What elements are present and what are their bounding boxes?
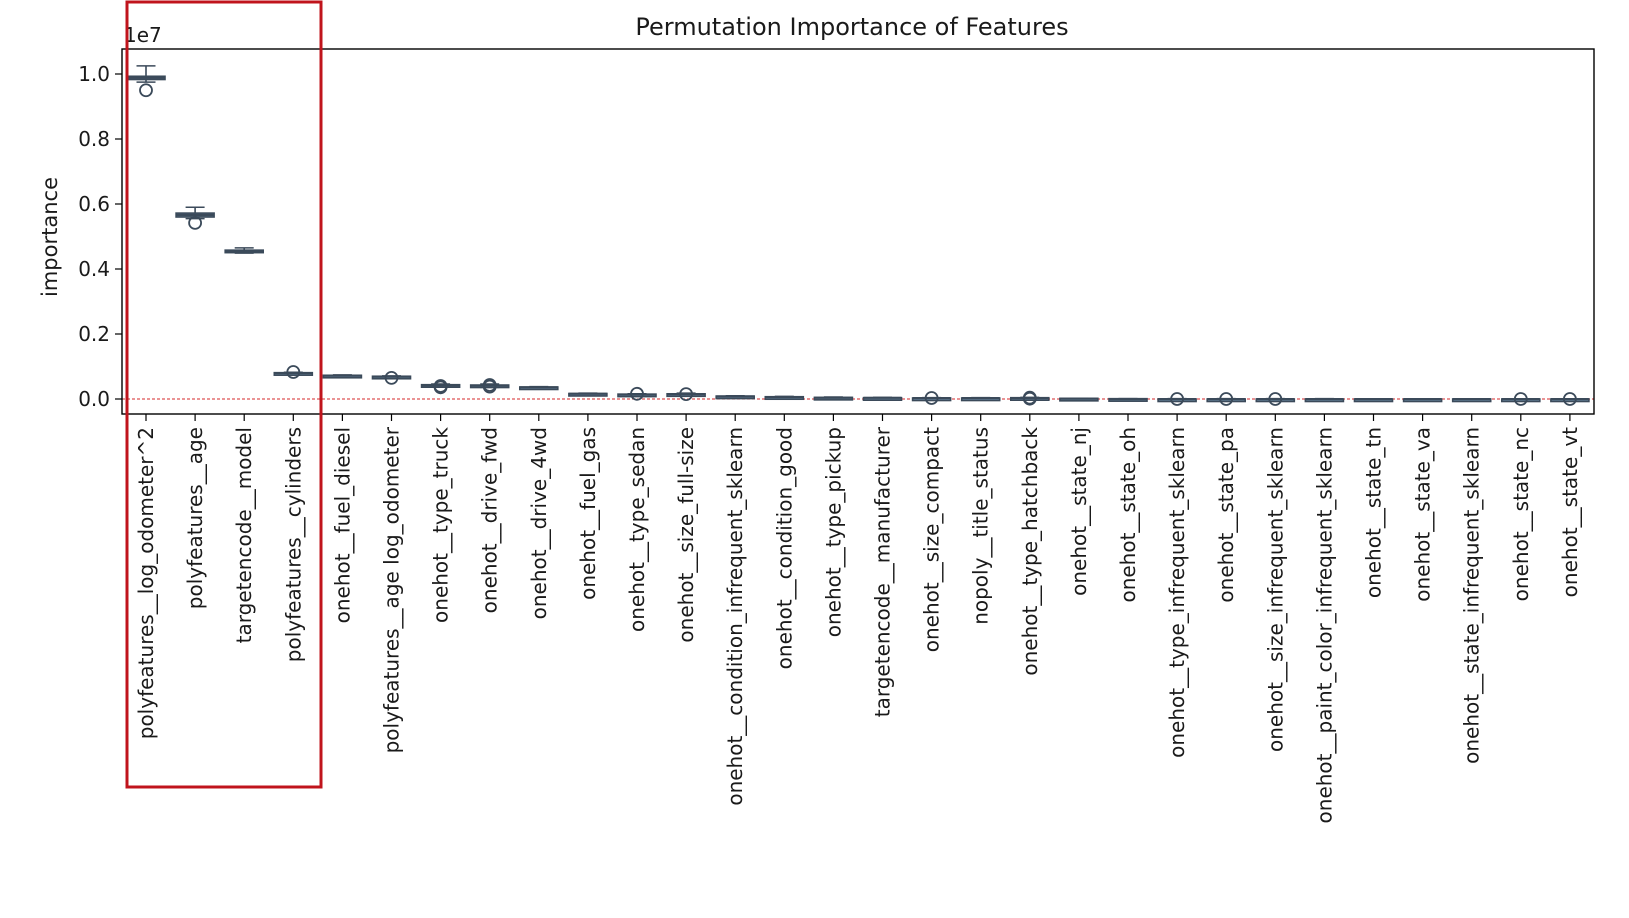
x-tick-label: polyfeatures__age	[183, 427, 207, 609]
flier-point	[1563, 392, 1577, 406]
x-tick-label: onehot__type_sedan	[625, 427, 649, 632]
box-onehot__state_nj	[1059, 397, 1099, 402]
x-tick-label: targetencode__manufacturer	[871, 426, 895, 717]
plot-frame	[121, 48, 1595, 415]
box-onehot__size_compact	[911, 391, 952, 405]
box-onehot__state_va	[1402, 398, 1443, 403]
box-onehot__condition_infrequent_sklearn	[715, 394, 756, 400]
box-polyfeatures__cylinders	[273, 365, 314, 379]
flier-point	[679, 387, 693, 402]
x-tick-label: onehot__state_va	[1411, 427, 1435, 602]
x-tick-label: onehot__state_vt	[1558, 427, 1582, 597]
box-onehot__state_pa	[1206, 392, 1246, 406]
x-tick-label: onehot__state_infrequent_sklearn	[1460, 427, 1484, 764]
box-onehot__paint_color_infrequent_sklearn	[1304, 397, 1345, 403]
flier-point	[384, 370, 399, 385]
box-polyfeatures__age	[175, 206, 215, 230]
box-onehot__type_hatchback	[1009, 390, 1050, 406]
box-onehot__fuel_gas	[568, 392, 608, 397]
x-tick-label: onehot__state_nj	[1067, 427, 1091, 596]
x-tick-label: onehot__type_truck	[429, 427, 453, 623]
flier-point	[1022, 391, 1037, 406]
y-tick-label: 0.2	[78, 322, 110, 346]
flier-point	[630, 386, 644, 401]
flier-point	[1268, 392, 1283, 406]
box-onehot__fuel_diesel	[322, 374, 363, 379]
box-onehot__type_pickup	[813, 396, 854, 401]
y-tick-label: 0.4	[78, 257, 110, 281]
box-polyfeatures__age log_odometer	[371, 370, 412, 385]
y-tick-label: 0.8	[78, 127, 110, 151]
box-onehot__drive_fwd	[469, 378, 510, 394]
y-axis-label: importance	[38, 177, 62, 297]
x-tick-label: onehot__size_full-size	[674, 427, 698, 643]
x-tick-label: onehot__state_oh	[1116, 427, 1140, 603]
y-tick-label: 0.0	[78, 387, 110, 411]
flier-point	[1219, 392, 1234, 406]
box-onehot__state_tn	[1353, 398, 1394, 403]
flier-point	[139, 83, 153, 98]
x-tick-label: onehot__size_infrequent_sklearn	[1263, 427, 1287, 752]
x-tick-label: nopoly__title_status	[969, 427, 993, 625]
x-tick-label: targetencode__model	[232, 427, 256, 643]
box-onehot__type_infrequent_sklearn	[1157, 392, 1197, 406]
box-onehot__type_sedan	[617, 386, 657, 401]
box-onehot__type_truck	[420, 379, 461, 395]
box-onehot__drive_4wd	[518, 385, 559, 391]
flier-point	[433, 380, 448, 395]
chart-title: Permutation Importance of Features	[635, 13, 1068, 41]
box-onehot__state_infrequent_sklearn	[1451, 398, 1492, 403]
flier-point	[482, 379, 497, 394]
box-nopoly__title_status	[960, 396, 1001, 402]
x-tick-label: onehot__condition_infrequent_sklearn	[723, 427, 747, 806]
x-tick-label: polyfeatures__age log_odometer	[380, 426, 404, 753]
boxes-layer	[126, 65, 1590, 406]
x-tick-label: onehot__drive_4wd	[527, 427, 551, 619]
y-axis: 0.0 0.2 0.4 0.6 0.8 1.0	[78, 62, 122, 411]
x-tick-label: onehot__state_nc	[1509, 427, 1533, 601]
box-onehot__state_nc	[1501, 392, 1541, 406]
box-onehot__size_infrequent_sklearn	[1255, 392, 1296, 406]
flier-point	[286, 365, 301, 379]
x-tick-label: onehot__type_infrequent_sklearn	[1165, 427, 1189, 758]
box-targetencode__model	[224, 247, 264, 254]
flier-point	[924, 391, 939, 405]
x-tick-label: onehot__state_pa	[1214, 427, 1238, 603]
flier-point	[1513, 392, 1528, 406]
flier-point	[1170, 392, 1184, 406]
x-tick-label: onehot__paint_color_infrequent_sklearn	[1312, 427, 1336, 823]
x-tick-label: onehot__size_compact	[920, 427, 944, 652]
box-targetencode__manufacturer	[862, 396, 903, 402]
x-tick-label: onehot__fuel_diesel	[330, 427, 354, 623]
x-axis: polyfeatures__log_odometer^2 polyfeatures…	[134, 414, 1582, 823]
x-tick-label: onehot__condition_good	[772, 427, 796, 669]
box-onehot__state_vt	[1550, 392, 1590, 406]
box-onehot__size_full-size	[666, 387, 706, 402]
x-tick-label: onehot__type_pickup	[821, 427, 845, 637]
box-polyfeatures__log_odometer^2	[126, 65, 166, 98]
x-tick-label: onehot__fuel_gas	[576, 427, 600, 600]
flier-point	[188, 215, 203, 230]
highlight-box	[125, 0, 323, 789]
box-onehot__state_oh	[1108, 397, 1148, 402]
x-tick-label: polyfeatures__cylinders	[281, 427, 305, 662]
x-tick-label: onehot__state_tn	[1362, 427, 1386, 598]
x-tick-label: onehot__drive_fwd	[478, 427, 502, 613]
y-tick-label: 1.0	[78, 62, 110, 86]
y-offset-label: 1e7	[124, 23, 162, 47]
x-tick-label: polyfeatures__log_odometer^2	[134, 427, 158, 739]
box-onehot__condition_good	[764, 395, 805, 401]
x-tick-label: onehot__type_hatchback	[1018, 427, 1042, 676]
y-tick-label: 0.6	[78, 192, 110, 216]
